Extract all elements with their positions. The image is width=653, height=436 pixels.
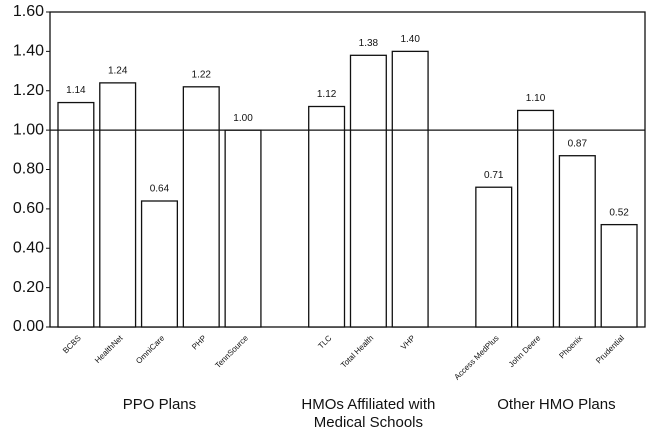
value-label: 1.24	[108, 66, 128, 77]
bar	[140, 200, 179, 328]
y-tick-label: 1.40	[13, 43, 44, 60]
y-tick-label: 0.00	[13, 318, 44, 335]
x-tick-label: BCBS	[61, 334, 83, 356]
value-label: 0.71	[484, 170, 504, 181]
value-label: 1.38	[359, 38, 379, 49]
bar	[600, 223, 638, 328]
bar	[308, 105, 346, 328]
value-label: 1.22	[192, 69, 212, 80]
bar	[475, 186, 513, 328]
bar	[558, 155, 596, 328]
x-tick-label: Access MedPlus	[452, 334, 500, 382]
x-tick-label: Prudential	[594, 333, 626, 365]
value-label: 1.40	[400, 34, 420, 45]
x-tick-label: TennSource	[213, 333, 250, 370]
bar	[391, 50, 429, 328]
value-label: 1.12	[317, 89, 337, 100]
value-label: 0.87	[568, 138, 588, 149]
y-tick-label: 0.20	[13, 279, 44, 296]
group-label: Other HMO Plans	[497, 396, 615, 413]
value-label: 1.00	[233, 113, 253, 124]
value-label: 1.14	[66, 85, 86, 96]
x-tick-label: Phoenix	[557, 334, 584, 361]
x-tick-label: John Deere	[507, 333, 543, 369]
y-tick-label: 1.00	[13, 121, 44, 138]
bar	[349, 54, 387, 328]
x-tick-label: OmniCare	[134, 333, 167, 366]
y-tick-label: 0.60	[13, 200, 44, 217]
y-tick-label: 0.80	[13, 161, 44, 178]
group-label: PPO Plans	[123, 396, 196, 413]
x-tick-label: HealthNet	[93, 333, 125, 365]
bar	[182, 86, 220, 328]
x-tick-label: TLC	[316, 333, 333, 350]
y-tick-label: 0.40	[13, 239, 44, 256]
value-label: 1.10	[526, 93, 546, 104]
x-tick-label: PHP	[190, 334, 208, 352]
bar	[224, 129, 262, 328]
value-label: 0.64	[150, 184, 170, 195]
bar	[57, 101, 95, 328]
value-label: 0.52	[609, 207, 629, 218]
y-tick-label: 1.60	[13, 3, 44, 20]
bar	[516, 109, 555, 328]
x-tick-label: Total Health	[339, 334, 375, 370]
group-label: Medical Schools	[314, 414, 423, 431]
plot-frame	[49, 11, 646, 328]
group-label: HMOs Affiliated with	[301, 396, 435, 413]
x-tick-label: VHP	[399, 334, 417, 352]
y-tick-label: 1.20	[13, 82, 44, 99]
bar	[99, 82, 137, 328]
